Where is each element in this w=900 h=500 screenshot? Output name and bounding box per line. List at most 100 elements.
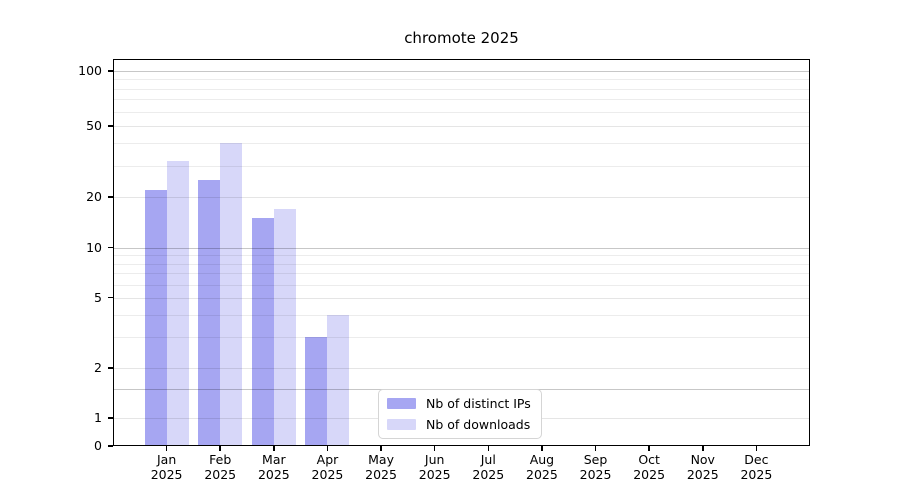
x-tick-year: 2025: [633, 467, 666, 482]
x-tick-mark: [487, 446, 490, 451]
minor-gridline: [113, 165, 810, 167]
x-tick-month: Mar: [262, 452, 286, 467]
x-tick-month: May: [368, 452, 394, 467]
x-tick-mark: [326, 446, 329, 451]
y-tick-mark: [108, 296, 113, 299]
y-tick-mark: [108, 246, 113, 249]
x-tick-label: Feb 2025: [188, 452, 252, 482]
x-tick-year: 2025: [579, 467, 612, 482]
bar-ips: [198, 179, 221, 446]
y-tick-label: 10: [86, 239, 102, 255]
gridline: [113, 247, 810, 249]
x-tick-mark: [755, 446, 758, 451]
gridline: [113, 197, 810, 199]
x-tick-year: 2025: [686, 467, 719, 482]
x-tick-year: 2025: [472, 467, 505, 482]
x-tick-mark: [273, 446, 275, 451]
y-tick-label: 0: [94, 438, 102, 453]
legend-label: Nb of distinct IPs: [426, 396, 531, 411]
x-tick-label: Oct 2025: [617, 452, 681, 482]
legend-swatch: [387, 419, 416, 430]
x-tick-month: Oct: [638, 452, 660, 467]
y-tick-label: 20: [86, 189, 102, 205]
x-tick-month: Feb: [209, 452, 232, 467]
gridline: [113, 70, 810, 72]
bar-ips: [144, 189, 167, 446]
x-tick-label: Jan 2025: [135, 452, 199, 482]
minor-gridline: [113, 284, 810, 286]
x-tick-month: Aug: [529, 452, 555, 467]
x-tick-mark: [648, 446, 650, 451]
x-tick-label: Jun 2025: [403, 452, 467, 482]
y-tick-label: 50: [86, 117, 102, 133]
legend-row: Nb of downloads: [387, 417, 531, 432]
legend: Nb of distinct IPs Nb of downloads: [378, 389, 542, 439]
chart-title: chromote 2025: [404, 29, 519, 47]
x-tick-month: Nov: [690, 452, 715, 467]
x-tick-label: Mar 2025: [242, 452, 306, 482]
y-tick-mark: [108, 445, 113, 447]
x-tick-year: 2025: [204, 467, 237, 482]
x-tick-month: Jan: [156, 452, 177, 467]
x-tick-label: Nov 2025: [671, 452, 735, 482]
bar-ips: [251, 218, 274, 446]
x-tick-year: 2025: [257, 467, 290, 482]
minor-gridline: [113, 79, 810, 81]
x-tick-mark: [219, 446, 222, 451]
x-tick-label: Jul 2025: [456, 452, 520, 482]
minor-gridline: [113, 111, 810, 113]
legend-label: Nb of downloads: [426, 417, 531, 432]
minor-gridline: [113, 336, 810, 338]
x-tick-month: Dec: [744, 452, 769, 467]
x-tick-mark: [380, 446, 382, 451]
x-tick-label: Sep 2025: [564, 452, 628, 482]
x-tick-year: 2025: [740, 467, 773, 482]
x-tick-label: Aug 2025: [510, 452, 574, 482]
y-tick-mark: [108, 125, 113, 127]
bar-ips: [305, 336, 328, 446]
x-tick-month: Sep: [583, 452, 608, 467]
x-tick-month: Jun: [424, 452, 445, 467]
x-tick-year: 2025: [150, 467, 183, 482]
minor-gridline: [113, 263, 810, 265]
minor-gridline: [113, 273, 810, 275]
bar-downloads: [166, 160, 189, 446]
gridline: [113, 125, 810, 127]
plot-area: Nb of distinct IPs Nb of downloads: [113, 59, 810, 446]
y-tick-mark: [108, 70, 113, 72]
y-tick-mark: [108, 366, 113, 369]
bar-downloads: [273, 209, 296, 446]
gridline: [113, 297, 810, 299]
legend-swatch: [387, 398, 416, 409]
x-tick-mark: [433, 446, 436, 451]
y-tick-mark: [108, 416, 113, 419]
x-tick-month: Apr: [316, 452, 339, 467]
gridlines-layer: [113, 59, 810, 446]
y-tick-mark: [108, 196, 113, 199]
gridline: [113, 367, 810, 369]
minor-gridline: [113, 99, 810, 101]
legend-row: Nb of distinct IPs: [387, 396, 531, 411]
bar-downloads: [220, 143, 243, 446]
minor-gridline: [113, 255, 810, 257]
y-tick-label: 100: [78, 62, 102, 78]
x-tick-mark: [594, 446, 597, 451]
x-tick-month: Jul: [480, 452, 496, 467]
y-tick-label: 5: [94, 289, 102, 305]
y-tick-label: 1: [94, 409, 102, 425]
x-tick-mark: [541, 446, 543, 451]
bars-layer: [113, 59, 810, 446]
x-tick-year: 2025: [365, 467, 397, 482]
x-tick-mark: [165, 446, 168, 451]
x-tick-mark: [701, 446, 704, 451]
minor-gridline: [113, 314, 810, 316]
x-tick-year: 2025: [418, 467, 451, 482]
y-tick-label: 2: [94, 359, 102, 375]
x-tick-year: 2025: [526, 467, 558, 482]
minor-gridline: [113, 143, 810, 145]
x-tick-year: 2025: [311, 467, 344, 482]
minor-gridline: [113, 88, 810, 90]
bar-downloads: [327, 314, 350, 446]
x-tick-label: May 2025: [349, 452, 413, 482]
